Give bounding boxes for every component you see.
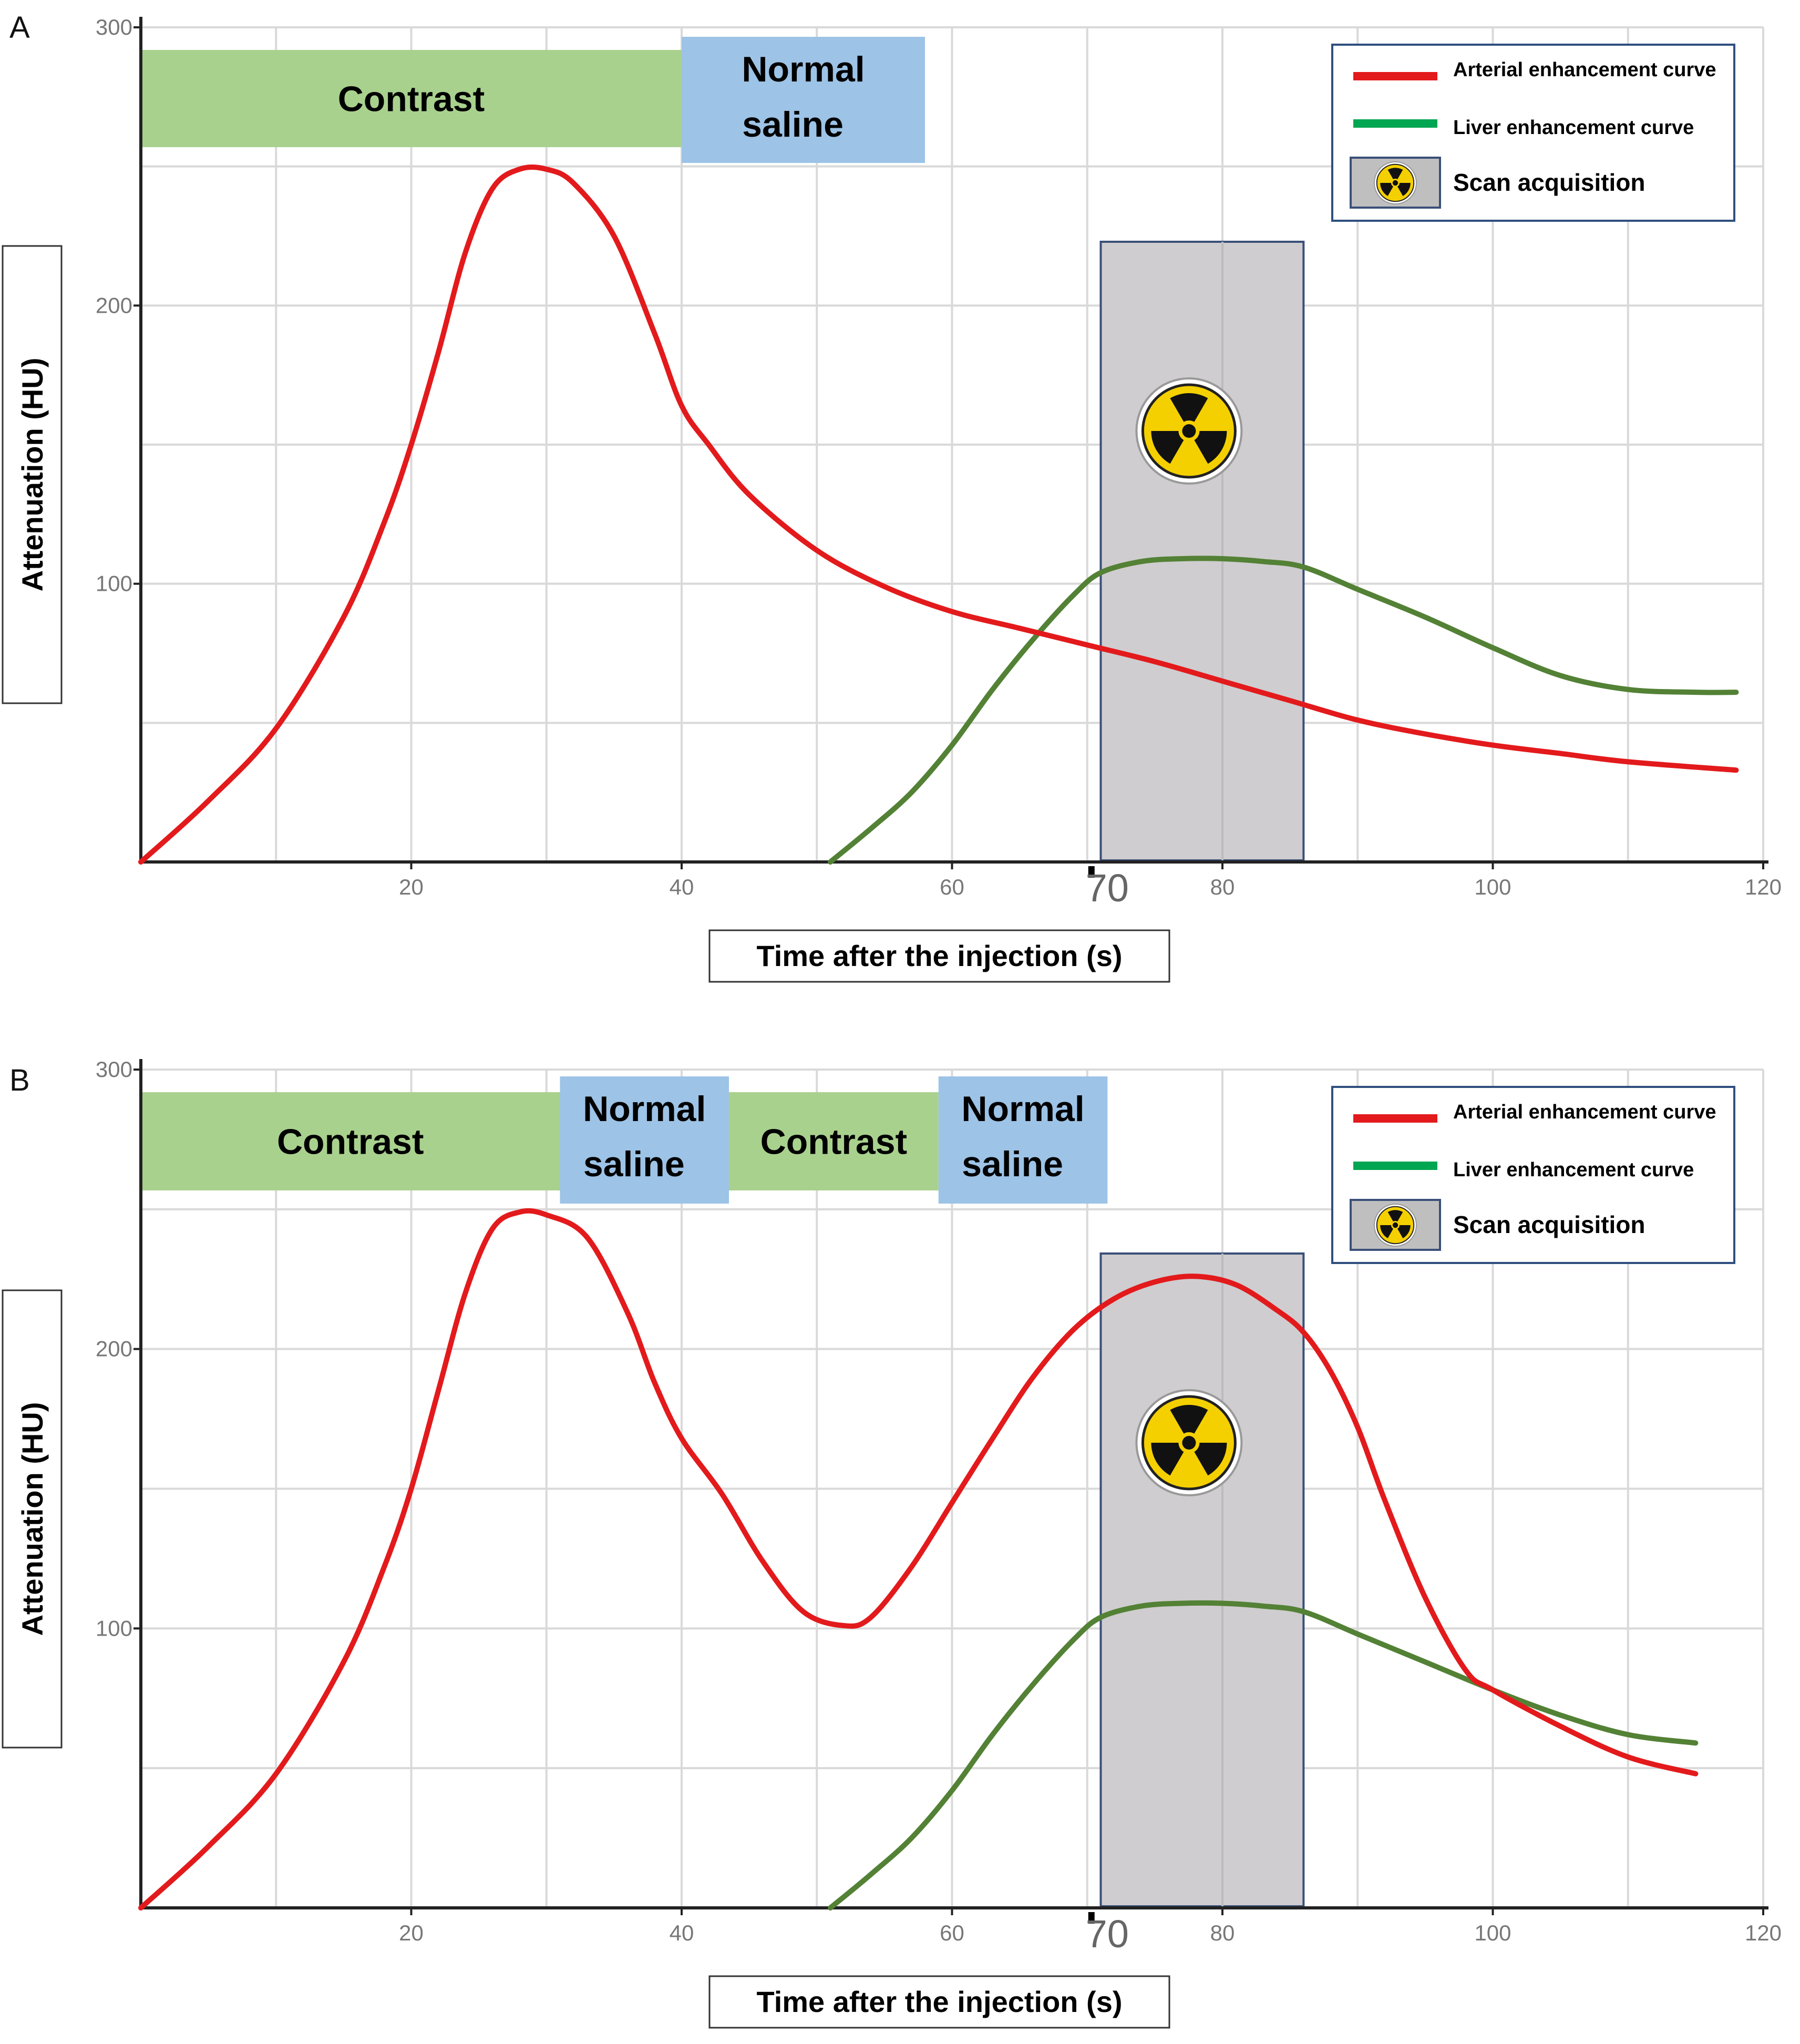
panel-label: B: [9, 1063, 30, 1097]
scan-window-radiation-blade-1: [1194, 431, 1227, 464]
scan-window: [1099, 241, 1305, 861]
panel-b: Contrast Normal saline Contrast Normal saline…: [2, 1057, 1782, 2029]
legend-radiation-center: [1392, 180, 1398, 186]
x-tick-label: 20: [399, 1920, 424, 1945]
legend-radiation-blade-2: [1380, 183, 1393, 196]
x-tick-label: 100: [1474, 875, 1511, 899]
legend-radiation-blade-1: [1397, 1225, 1411, 1238]
x-tick-label: 80: [1210, 1920, 1235, 1945]
y-axis-title: Attenuation (HU): [16, 358, 49, 592]
phase-bar: [682, 37, 925, 163]
y-tick-label: 200: [96, 293, 132, 317]
legend-radiation-blade-2: [1380, 1225, 1393, 1238]
phase-bar: [729, 1092, 939, 1190]
scan-window: [1099, 1252, 1305, 1907]
arterial-enhancement-curve: [138, 1208, 1699, 1911]
x-tick-label: 100: [1474, 1920, 1511, 1945]
scan-window-radiation-center: [1182, 424, 1196, 438]
x-tick-label: 120: [1745, 875, 1782, 899]
legend-radiation-blade-0: [1387, 1210, 1403, 1222]
x-axis-title: Time after the injection (s): [757, 939, 1123, 972]
x-tick-marker: [1088, 866, 1095, 878]
phase-label: saline: [742, 105, 844, 145]
scan-window-radiation-blade-0: [1170, 393, 1208, 422]
x-axis-title-box: [708, 929, 1170, 983]
phase-bar: [141, 50, 682, 147]
arterial-enhancement-curve: [138, 164, 1739, 865]
scan-window-radiation-center: [1182, 1436, 1196, 1450]
phase-label: saline: [583, 1144, 685, 1184]
y-axis-title-box: [2, 1289, 63, 1749]
legend-radiation-center: [1392, 1222, 1398, 1228]
phase-label: Contrast: [277, 1122, 424, 1162]
phase-label: Contrast: [338, 79, 485, 119]
legend-label-liver: Liver enhancement curve: [1453, 117, 1694, 139]
legend-radiation-blade-0: [1387, 168, 1403, 180]
y-tick-label: 100: [96, 571, 132, 596]
phase-bar: [141, 1092, 560, 1190]
phase-label: Normal: [961, 1089, 1084, 1129]
phase-bar: [938, 1076, 1108, 1204]
y-tick-label: 300: [96, 1057, 132, 1082]
legend-radiation-blade-1: [1397, 183, 1411, 196]
liver-enhancement-curve: [828, 556, 1739, 865]
y-tick-label: 200: [96, 1337, 132, 1361]
x-tick-label: 80: [1210, 875, 1235, 899]
legend-label-liver: Liver enhancement curve: [1453, 1159, 1694, 1181]
legend-label-scan: Scan acquisition: [1453, 1211, 1645, 1238]
x-tick-label: 40: [670, 875, 694, 899]
phase-label: saline: [962, 1144, 1063, 1184]
x-tick-label-70: 70: [1086, 866, 1129, 910]
x-axis-title-box: [708, 1975, 1170, 2029]
scan-window-radiation-blade-1: [1194, 1443, 1227, 1476]
x-tick-label: 20: [399, 875, 424, 899]
scan-window-radiation-blade-2: [1151, 431, 1184, 464]
phase-bar: [560, 1076, 729, 1204]
scan-window-radiation-blade-0: [1170, 1405, 1208, 1434]
x-tick-label: 60: [940, 1920, 964, 1945]
legend-label-arterial: Arterial enhancement curve: [1453, 59, 1716, 81]
phase-label: Contrast: [760, 1122, 908, 1162]
y-axis-title: Attenuation (HU): [16, 1402, 49, 1636]
legend-label-scan: Scan acquisition: [1453, 169, 1645, 196]
y-tick-label: 300: [96, 15, 132, 39]
x-axis-title: Time after the injection (s): [757, 1985, 1123, 2018]
x-tick-label: 60: [940, 875, 964, 899]
panel-a: Contrast Normal saline 20 40 60 80 100 120 70 100 2…: [2, 11, 1782, 983]
panel-label: A: [9, 11, 30, 45]
phase-label: Normal: [742, 49, 865, 89]
x-tick-label: 40: [670, 1920, 694, 1945]
y-axis-title-box: [2, 245, 63, 704]
scan-window-radiation-blade-2: [1151, 1443, 1184, 1476]
phase-label: Normal: [583, 1089, 706, 1129]
y-tick-label: 100: [96, 1616, 132, 1640]
x-tick-label-70: 70: [1086, 1912, 1129, 1956]
x-tick-marker: [1088, 1912, 1095, 1924]
x-tick-label: 120: [1745, 1920, 1782, 1945]
legend-label-arterial: Arterial enhancement curve: [1453, 1101, 1716, 1123]
